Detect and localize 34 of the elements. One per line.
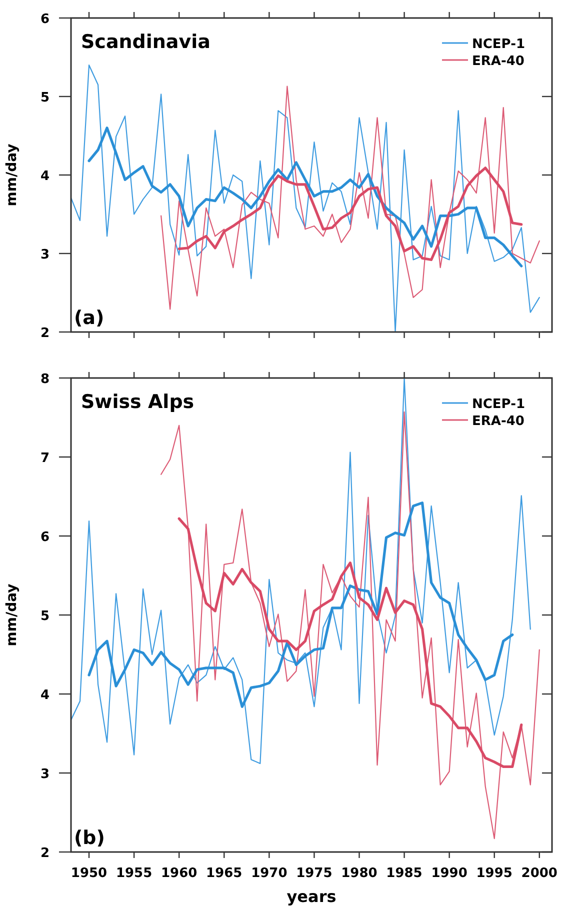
x-tick-label: 1995 xyxy=(476,866,512,881)
x-tick-label: 1990 xyxy=(431,866,468,881)
text: Scandinavia xyxy=(81,31,210,53)
y-tick-label: 2 xyxy=(40,846,50,861)
y-tick-label: 6 xyxy=(40,12,50,27)
x-tick-label: 1960 xyxy=(160,866,198,881)
annotation: (b) xyxy=(74,827,105,849)
y-tick-label: 3 xyxy=(40,767,50,782)
x-tick-label: 1985 xyxy=(386,866,422,881)
y-tick-label: 4 xyxy=(40,169,50,184)
y-tick-label: 2 xyxy=(40,326,50,341)
legend-label: NCEP-1 xyxy=(472,37,526,52)
y-tick-label: 4 xyxy=(40,688,50,703)
legend-label: ERA-40 xyxy=(472,54,524,69)
legend-label: ERA-40 xyxy=(472,414,524,429)
y-tick-label: 7 xyxy=(40,451,50,466)
y-tick-label: 3 xyxy=(40,248,50,262)
text: Swiss Alps xyxy=(81,391,194,413)
y-tick-label: 5 xyxy=(40,90,50,106)
y-tick-label: 8 xyxy=(40,372,50,387)
y-axis-title: mm/day xyxy=(4,584,20,646)
x-axis-title: years xyxy=(286,887,336,906)
annotation: (a) xyxy=(74,307,104,329)
legend-label: NCEP-1 xyxy=(472,397,526,412)
x-tick-label: 2000 xyxy=(521,866,558,881)
y-tick-label: 5 xyxy=(40,609,50,624)
x-tick-label: 1950 xyxy=(70,866,108,881)
x-tick-label: 1975 xyxy=(296,866,332,881)
x-tick-label: 1970 xyxy=(251,866,288,881)
y-axis-title: mm/day xyxy=(4,144,20,206)
y-tick-label: 6 xyxy=(40,530,50,545)
x-tick-label: 1955 xyxy=(116,866,152,881)
x-tick-label: 1965 xyxy=(206,866,242,881)
x-tick-label: 1980 xyxy=(341,866,378,881)
